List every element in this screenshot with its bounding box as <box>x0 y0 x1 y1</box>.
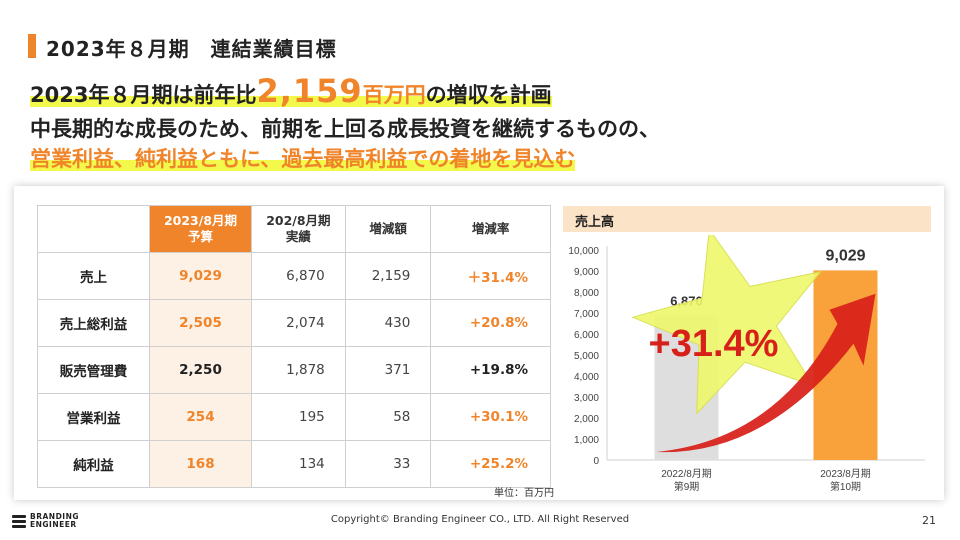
actual-value: 134 <box>251 440 346 488</box>
row-label: 営業利益 <box>37 393 150 441</box>
x-tick-label: 2022/8月期 <box>661 468 712 480</box>
header-budget-line1: 2023/8月期 <box>163 213 238 228</box>
rate-value: +19.8% <box>430 346 551 394</box>
actual-value: 2,074 <box>251 299 346 347</box>
diff-value: 430 <box>344 299 432 347</box>
header-rate-label: 増減率 <box>471 221 510 236</box>
budget-value: 254 <box>149 393 252 441</box>
company-logo: BRANDING ENGINEER <box>12 513 79 529</box>
headline-post: の増収を計画 <box>425 83 552 107</box>
chart-title-bar: 売上高 <box>563 206 931 232</box>
x-tick-label: 第9期 <box>674 480 700 493</box>
row-label: 売上総利益 <box>37 299 150 347</box>
y-tick-label: 8,000 <box>574 288 599 299</box>
actual-value: 195 <box>251 393 346 441</box>
actual-value: 6,870 <box>251 252 346 300</box>
rate-value: +20.8% <box>430 299 551 347</box>
y-tick-label: 9,000 <box>574 267 599 278</box>
table-row: 売上 9,029 6,870 2,159 ＋31.4% <box>37 252 551 300</box>
budget-value: 168 <box>149 440 252 488</box>
diff-value: 33 <box>344 440 432 488</box>
x-tick-label: 第10期 <box>830 480 861 493</box>
unit-note: 単位：百万円 <box>494 488 554 499</box>
y-tick-label: 3,000 <box>574 393 599 404</box>
table-header-empty <box>37 205 150 253</box>
page-title: 2023年８月期 連結業績目標 <box>46 37 337 61</box>
table-header-actual: 202/8月期 実績 <box>251 205 346 253</box>
growth-rate-annotation: +31.4% <box>649 323 779 365</box>
row-label: 販売管理費 <box>37 346 150 394</box>
headline-line-3: 営業利益、純利益ともに、過去最高利益での着地を見込む <box>30 143 576 173</box>
headline-unit: 百万円 <box>362 83 426 107</box>
y-tick-label: 1,000 <box>574 435 599 446</box>
table-row: 純利益 168 134 33 +25.2% <box>37 440 551 488</box>
logo-mark-icon <box>12 514 26 528</box>
logo-line-2: ENGINEER <box>30 520 77 529</box>
table-row: 営業利益 254 195 58 +30.1% <box>37 393 551 441</box>
y-tick-label: 5,000 <box>574 351 599 362</box>
title-accent-bar <box>28 34 36 58</box>
star-burst-icon <box>631 235 822 415</box>
row-label: 売上 <box>37 252 150 300</box>
diff-value: 371 <box>344 346 432 394</box>
budget-value: 2,505 <box>149 299 252 347</box>
headline-line-3-text: 営業利益、純利益ともに、過去最高利益での着地を見込む <box>30 147 576 171</box>
y-tick-label: 4,000 <box>574 372 599 383</box>
table-header-rate: 増減率 <box>430 205 551 253</box>
sales-bar-chart: 0 1,000 2,000 3,000 4,000 5,000 6,000 7,000 8,00… <box>568 235 925 493</box>
logo-text: BRANDING ENGINEER <box>30 513 79 529</box>
y-tick-label: 0 <box>593 456 599 467</box>
logo-line-1: BRANDING <box>30 512 80 521</box>
diff-value: 58 <box>344 393 432 441</box>
financial-table: 2023/8月期 予算 202/8月期 実績 増減額 増減率 売上 9,029 … <box>37 205 551 488</box>
table-header-diff: 増減額 <box>344 205 432 253</box>
copyright-text: Copyright© Branding Engineer CO., LTD. A… <box>330 514 630 525</box>
headline-pre: 2023年８月期は前年比 <box>30 83 257 107</box>
page-number: 21 <box>922 514 936 527</box>
rate-value: ＋31.4% <box>430 252 551 300</box>
header-actual-line1: 202/8月期 <box>266 213 331 228</box>
header-diff-label: 増減額 <box>369 221 407 236</box>
y-tick-label: 6,000 <box>574 330 599 341</box>
chart-title: 売上高 <box>575 215 615 230</box>
table-header-row: 2023/8月期 予算 202/8月期 実績 増減額 増減率 <box>37 205 551 253</box>
actual-value: 1,878 <box>251 346 346 394</box>
rate-value: +30.1% <box>430 393 551 441</box>
bar-value-label: 9,029 <box>825 247 865 264</box>
row-label: 純利益 <box>37 440 150 488</box>
growth-arrow-icon <box>656 293 876 453</box>
header-actual-line2: 実績 <box>285 229 311 244</box>
y-tick-label: 10,000 <box>568 246 599 257</box>
table-row: 売上総利益 2,505 2,074 430 +20.8% <box>37 299 551 347</box>
table-row: 販売管理費 2,250 1,878 371 +19.8% <box>37 346 551 394</box>
y-tick-label: 2,000 <box>574 414 599 425</box>
headline-line-1: 2023年８月期は前年比2,159百万円の増収を計画 <box>30 72 552 110</box>
x-tick-label: 2023/8月期 <box>820 468 871 480</box>
budget-value: 9,029 <box>149 252 252 300</box>
budget-value: 2,250 <box>149 346 252 394</box>
y-tick-label: 7,000 <box>574 309 599 320</box>
header-budget-line2: 予算 <box>187 229 213 244</box>
diff-value: 2,159 <box>344 252 432 300</box>
headline-number: 2,159 <box>256 72 363 110</box>
headline-line-2: 中長期的な成長のため、前期を上回る成長投資を継続するものの、 <box>30 117 660 141</box>
rate-value: +25.2% <box>430 440 551 488</box>
table-header-budget: 2023/8月期 予算 <box>149 205 252 253</box>
